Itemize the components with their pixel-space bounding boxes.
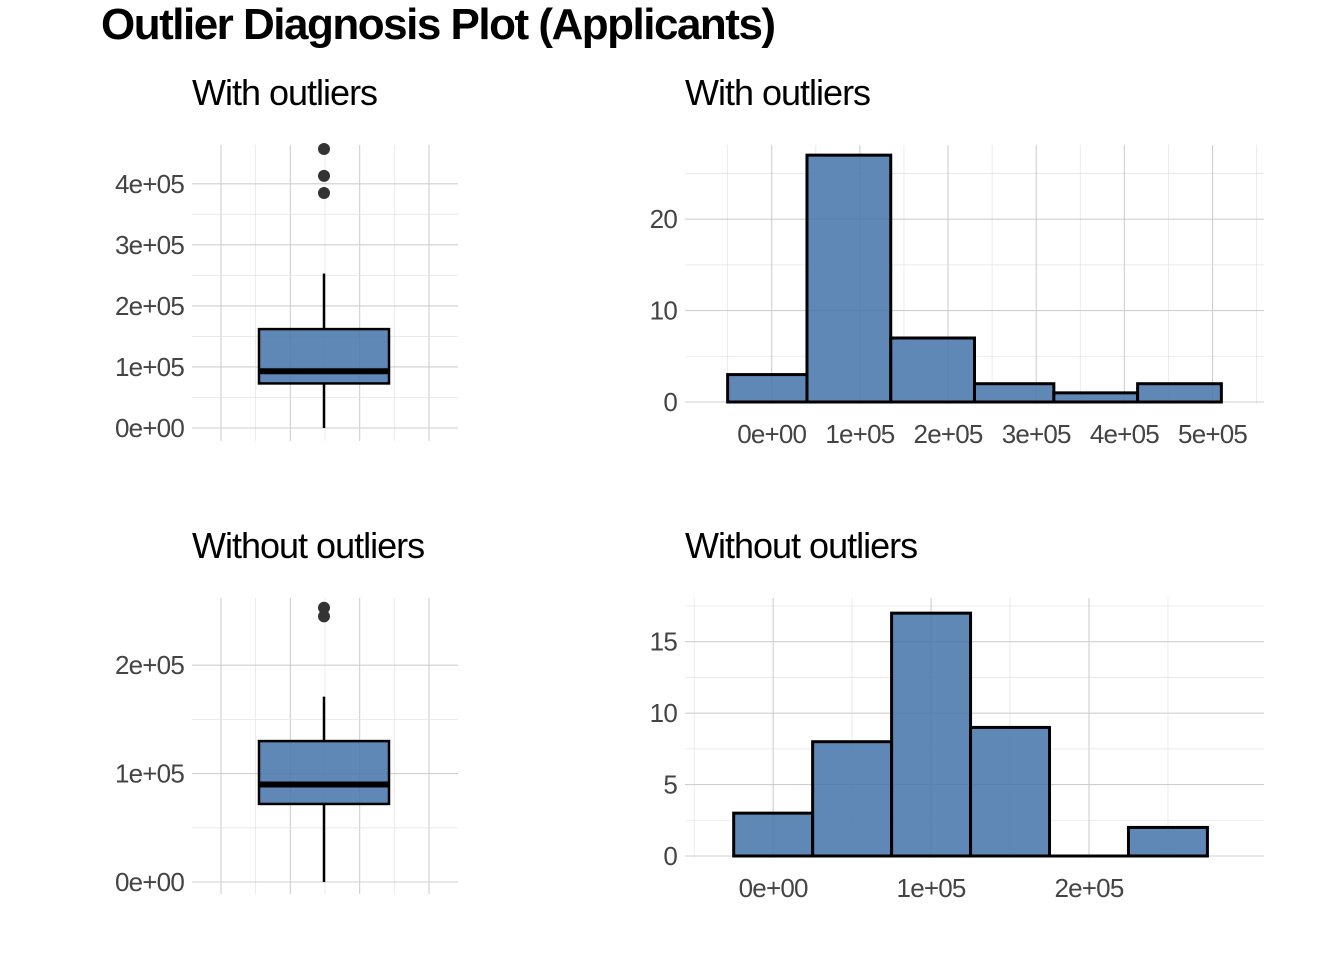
y-tick-label: 10 (650, 698, 678, 728)
y-tick-label: 1e+05 (115, 352, 184, 382)
outlier-point (318, 610, 330, 623)
x-tick-label: 1e+05 (897, 873, 966, 903)
y-tick-label: 5 (663, 770, 677, 800)
x-tick-label: 0e+00 (739, 873, 808, 903)
x-tick-label: 5e+05 (1178, 419, 1247, 449)
y-tick-label: 3e+05 (115, 230, 184, 260)
panel-title-box-without: Without outliers (192, 525, 425, 566)
histogram-bar (1052, 391, 1140, 404)
y-tick-label: 10 (650, 296, 678, 326)
x-tick-label: 1e+05 (825, 419, 894, 449)
x-tick-label: 2e+05 (1054, 873, 1123, 903)
plot-box-with: 0e+00 1e+05 2e+05 3e+05 4e+05 (115, 142, 458, 443)
y-tick-label: 0e+00 (115, 867, 184, 897)
y-tick-label: 20 (650, 204, 678, 234)
histogram-bar (890, 611, 973, 858)
y-tick-label: 2e+05 (115, 650, 184, 680)
panel-title-hist-without: Without outliers (685, 525, 918, 566)
y-tick-label: 4e+05 (115, 169, 184, 199)
y-tick-label: 1e+05 (115, 759, 184, 789)
y-tick-label: 0 (663, 387, 677, 417)
histogram-bar (805, 153, 893, 404)
box-iqr (257, 327, 391, 385)
plot-hist-without: 0e+00 1e+05 2e+05 0 5 10 15 (650, 598, 1264, 903)
histogram-bar (889, 336, 976, 404)
outlier-point (318, 186, 330, 199)
x-tick-label: 2e+05 (914, 419, 983, 449)
y-tick-label: 2e+05 (115, 291, 184, 321)
x-tick-label: 3e+05 (1002, 419, 1071, 449)
histogram-bar (811, 740, 894, 858)
y-tick-label: 0 (663, 841, 677, 871)
histogram-bar (973, 382, 1056, 404)
histogram-bar (732, 811, 815, 858)
y-tick-label: 15 (650, 627, 678, 657)
histogram-bar (726, 373, 809, 404)
outlier-point (318, 169, 330, 182)
outlier-point (318, 601, 330, 614)
x-tick-label: 0e+00 (737, 419, 806, 449)
outlier-point (318, 142, 330, 155)
panel-title-hist-with: With outliers (685, 72, 871, 113)
box-iqr (257, 739, 391, 806)
histogram-bar (1126, 825, 1209, 858)
panel-title-box-with: With outliers (192, 72, 378, 113)
chart-main-title: Outlier Diagnosis Plot (Applicants) (101, 0, 776, 49)
y-tick-label: 0e+00 (115, 413, 184, 443)
plot-hist-with: 0e+00 1e+05 2e+05 3e+05 4e+05 5e+05 0 10 20 (650, 145, 1264, 449)
x-tick-label: 4e+05 (1090, 419, 1159, 449)
histogram-bar (969, 725, 1052, 858)
plot-box-without: 0e+00 1e+05 2e+05 (115, 598, 458, 897)
histogram-bar (1136, 382, 1223, 404)
